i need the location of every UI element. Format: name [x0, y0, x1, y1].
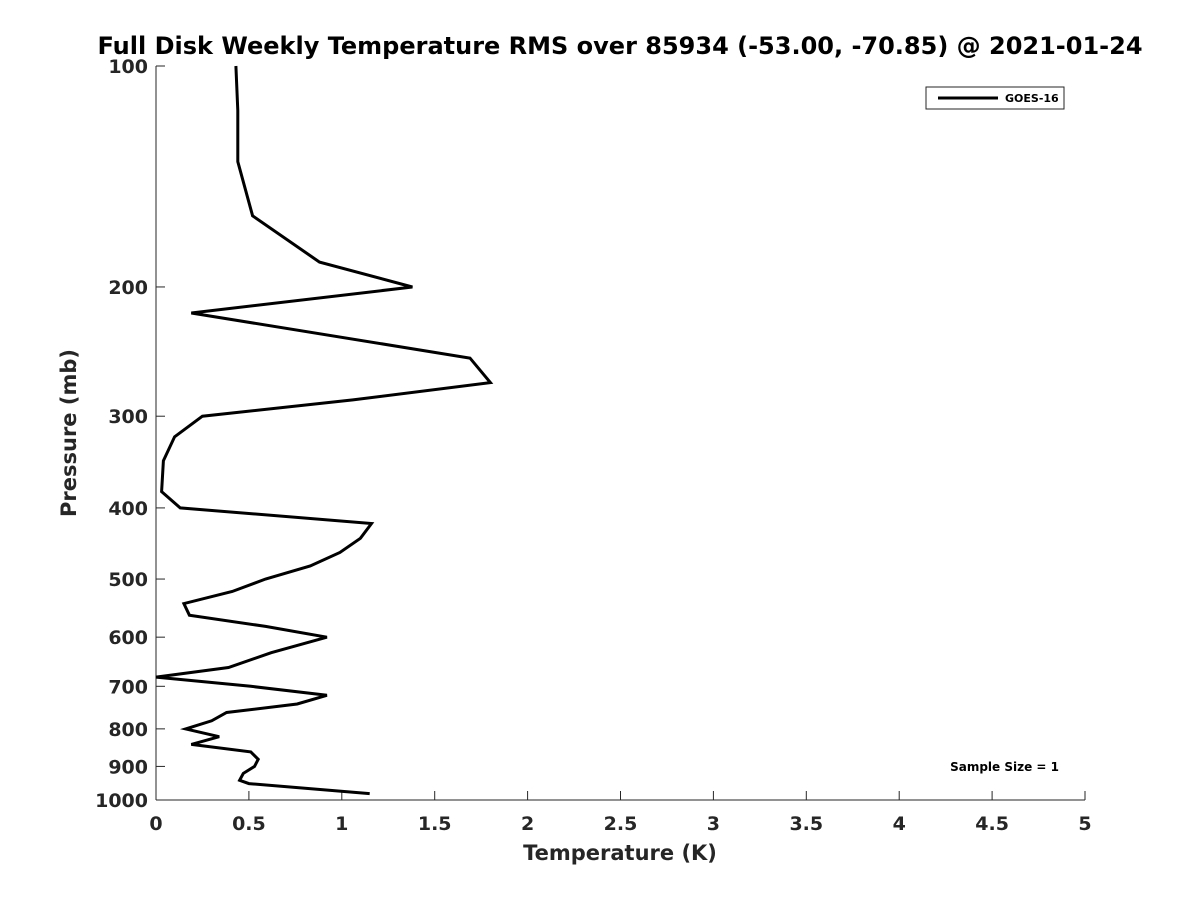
- series-line-goes-16: [155, 65, 494, 796]
- x-tick-label: 0: [149, 813, 162, 835]
- y-tick-label: 300: [108, 406, 148, 428]
- y-ticks: 100 200 300 400 500 600 700 800 900 1000: [95, 56, 165, 812]
- sample-size-annotation: Sample Size = 1: [950, 760, 1059, 774]
- y-tick-label: 800: [108, 719, 148, 741]
- x-tick-label: 4.5: [975, 813, 1009, 835]
- legend: GOES-16: [925, 86, 1065, 110]
- x-tick-label: 1.5: [418, 813, 452, 835]
- legend-label: GOES-16: [1005, 92, 1059, 105]
- y-tick-label: 200: [108, 277, 148, 299]
- x-ticks: 0 0.5 1 1.5 2 2.5 3 3.5 4 4.5 5: [149, 791, 1092, 835]
- y-tick-label: 700: [108, 676, 148, 698]
- y-tick-label: 100: [108, 56, 148, 78]
- x-tick-label: 2: [521, 813, 534, 835]
- x-tick-label: 2.5: [604, 813, 638, 835]
- x-tick-label: 3: [707, 813, 720, 835]
- x-axis-label: Temperature (K): [523, 841, 717, 865]
- x-tick-label: 3.5: [789, 813, 823, 835]
- x-tick-label: 0.5: [232, 813, 266, 835]
- y-tick-label: 1000: [95, 790, 148, 812]
- y-tick-label: 600: [108, 627, 148, 649]
- y-tick-label: 500: [108, 569, 148, 591]
- y-axis-label: Pressure (mb): [57, 349, 81, 517]
- series-layer: [155, 65, 494, 796]
- x-tick-label: 1: [335, 813, 348, 835]
- y-tick-label: 400: [108, 498, 148, 520]
- chart-title: Full Disk Weekly Temperature RMS over 85…: [97, 32, 1142, 60]
- y-tick-label: 900: [108, 756, 148, 778]
- x-tick-label: 5: [1078, 813, 1091, 835]
- x-tick-label: 4: [893, 813, 906, 835]
- axes: [155, 66, 1085, 801]
